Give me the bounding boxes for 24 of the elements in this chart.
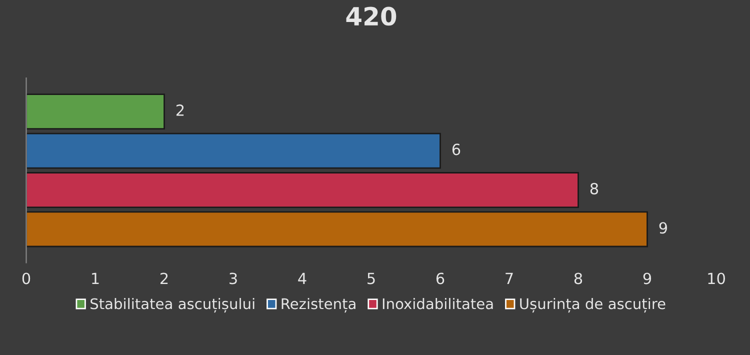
bar: [26, 172, 579, 208]
x-tick-label: 9: [643, 272, 652, 284]
legend-label: Inoxidabilitatea: [382, 298, 493, 310]
x-tick-label: 8: [574, 272, 582, 284]
data-label: 9: [659, 222, 668, 234]
x-tick-label: 2: [160, 272, 168, 284]
bar: [26, 132, 441, 169]
x-tick-label: 1: [92, 272, 99, 284]
data-label: 2: [176, 104, 184, 116]
legend-label: Stabilitatea ascuțișului: [90, 298, 254, 313]
data-label: 6: [452, 144, 460, 156]
x-tick-label: 0: [22, 272, 30, 284]
x-tick-label: 10: [708, 272, 725, 284]
legend-label: Ușurința de ascuțire: [520, 298, 666, 313]
data-label: 8: [590, 182, 598, 194]
x-tick-label: 3: [230, 272, 237, 284]
x-tick-label: 6: [436, 272, 444, 284]
x-tick-label: 4: [298, 272, 306, 284]
bar: [26, 94, 165, 130]
x-tick-label: 5: [368, 272, 375, 284]
chart-title: 420: [346, 6, 396, 26]
x-tick-label: 7: [506, 272, 513, 284]
bar: [26, 211, 648, 248]
legend-label: Rezistența: [282, 298, 356, 313]
